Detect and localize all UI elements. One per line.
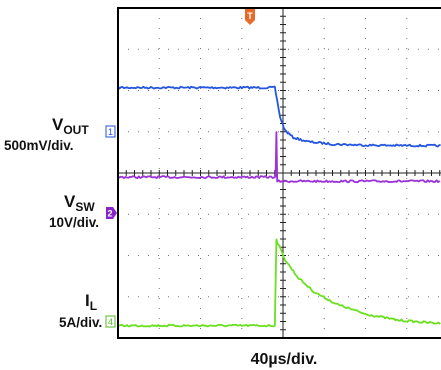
vsw-label-sub: SW bbox=[75, 200, 95, 214]
trace-il bbox=[117, 238, 441, 328]
vout-scale-label: 500mV/div. bbox=[4, 138, 74, 153]
channel-4-marker: 4 bbox=[105, 315, 116, 328]
svg-text:VOUT: VOUT bbox=[52, 115, 89, 137]
il-label-sub: L bbox=[90, 299, 97, 313]
trigger-marker: T bbox=[245, 9, 255, 25]
trace-vsw bbox=[117, 131, 441, 184]
il-scale-label: 5A/div. bbox=[59, 315, 102, 330]
plot-frame bbox=[117, 7, 441, 339]
channel-2-marker: 2 bbox=[106, 207, 117, 219]
channel-1-marker: 1 bbox=[105, 125, 116, 138]
trace-vout bbox=[117, 85, 441, 148]
grid bbox=[118, 8, 441, 338]
x-axis-label: 40µs/div. bbox=[251, 351, 318, 368]
svg-text:IL: IL bbox=[85, 291, 97, 313]
channel-label-il: IL 5A/div. bbox=[59, 291, 102, 330]
svg-text:VSW: VSW bbox=[64, 192, 95, 214]
svg-text:1: 1 bbox=[108, 127, 113, 137]
il-label-main: I bbox=[85, 291, 90, 310]
vsw-scale-label: 10V/div. bbox=[49, 215, 99, 230]
vout-label-sub: OUT bbox=[63, 123, 89, 137]
traces bbox=[117, 85, 441, 328]
trigger-marker-label: T bbox=[247, 11, 253, 21]
vout-label-main: V bbox=[52, 115, 64, 134]
vsw-label-main: V bbox=[64, 192, 76, 211]
channel-label-vout: VOUT 500mV/div. bbox=[4, 115, 89, 153]
svg-text:2: 2 bbox=[107, 209, 112, 219]
svg-text:4: 4 bbox=[108, 317, 113, 327]
channel-label-vsw: VSW 10V/div. bbox=[49, 192, 99, 230]
